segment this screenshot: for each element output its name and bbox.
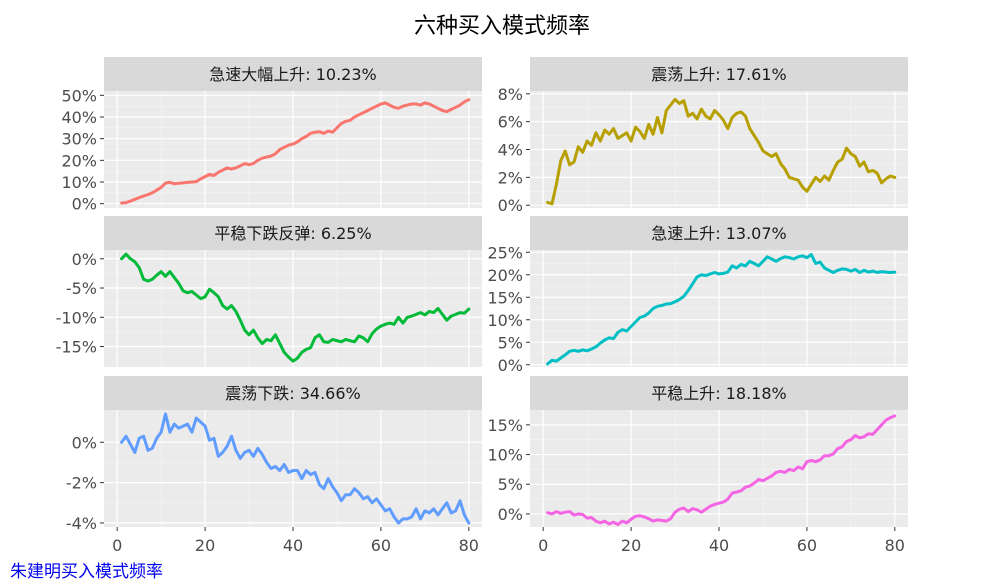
y-tick-label: 5% xyxy=(498,475,523,494)
facet-strip xyxy=(530,376,908,410)
facet-strip xyxy=(530,57,908,91)
facet-strip xyxy=(530,216,908,250)
y-tick-label: 0% xyxy=(498,356,523,375)
facet-title: 急速大幅上升: 10.23% xyxy=(209,65,377,84)
y-tick-label: 10% xyxy=(487,446,523,465)
x-tick-label: 40 xyxy=(709,536,729,555)
y-tick-label: 10% xyxy=(61,173,97,192)
y-tick-label: 8% xyxy=(498,85,523,104)
series-line xyxy=(120,252,471,363)
y-tick-label: 2% xyxy=(498,168,523,187)
x-tick-label: 20 xyxy=(195,536,215,555)
y-tick-label: 0% xyxy=(72,250,97,269)
y-tick-label: 20% xyxy=(487,266,523,285)
facet-title: 震荡下跌: 34.66% xyxy=(225,384,361,403)
y-tick-label: 0% xyxy=(498,196,523,215)
y-tick-label: 50% xyxy=(61,86,97,105)
y-tick-label: 30% xyxy=(61,130,97,149)
y-tick-label: 15% xyxy=(487,288,523,307)
y-tick-label: 0% xyxy=(72,195,97,214)
x-tick-label: 60 xyxy=(797,536,817,555)
series-line xyxy=(546,414,897,527)
y-tick-label: 5% xyxy=(498,333,523,352)
y-tick-label: 6% xyxy=(498,113,523,132)
series-line xyxy=(120,412,471,525)
y-tick-label: -15% xyxy=(56,338,97,357)
facet-title: 平稳下跌反弹: 6.25% xyxy=(214,224,371,243)
y-tick-label: 10% xyxy=(487,311,523,330)
y-tick-label: 0% xyxy=(72,433,97,452)
x-tick-label: 0 xyxy=(112,536,122,555)
y-tick-label: -2% xyxy=(66,474,97,493)
facet-strip xyxy=(104,376,482,410)
series-line xyxy=(546,253,897,366)
y-tick-label: 4% xyxy=(498,141,523,160)
y-tick-label: 20% xyxy=(61,151,97,170)
y-tick-label: 25% xyxy=(487,243,523,262)
x-tick-label: 80 xyxy=(459,536,479,555)
x-tick-label: 80 xyxy=(885,536,905,555)
series-line xyxy=(120,98,471,205)
facet-strip xyxy=(104,57,482,91)
facet-title: 平稳上升: 18.18% xyxy=(651,384,787,403)
y-tick-label: 0% xyxy=(498,505,523,524)
y-tick-label: -5% xyxy=(66,279,97,298)
y-tick-label: -10% xyxy=(56,308,97,327)
facet-title: 急速上升: 13.07% xyxy=(651,224,787,243)
footer-link[interactable]: 朱建明买入模式频率 xyxy=(10,562,163,582)
series-line xyxy=(546,97,897,206)
x-tick-label: 0 xyxy=(538,536,548,555)
y-tick-label: 15% xyxy=(487,416,523,435)
x-tick-label: 40 xyxy=(283,536,303,555)
facet-title: 震荡上升: 17.61% xyxy=(651,65,787,84)
x-tick-label: 20 xyxy=(621,536,641,555)
x-tick-label: 60 xyxy=(371,536,391,555)
y-tick-label: -4% xyxy=(66,514,97,533)
figure-title: 六种买入模式频率 xyxy=(413,14,590,39)
facet-strip xyxy=(104,216,482,250)
y-tick-label: 40% xyxy=(61,108,97,127)
